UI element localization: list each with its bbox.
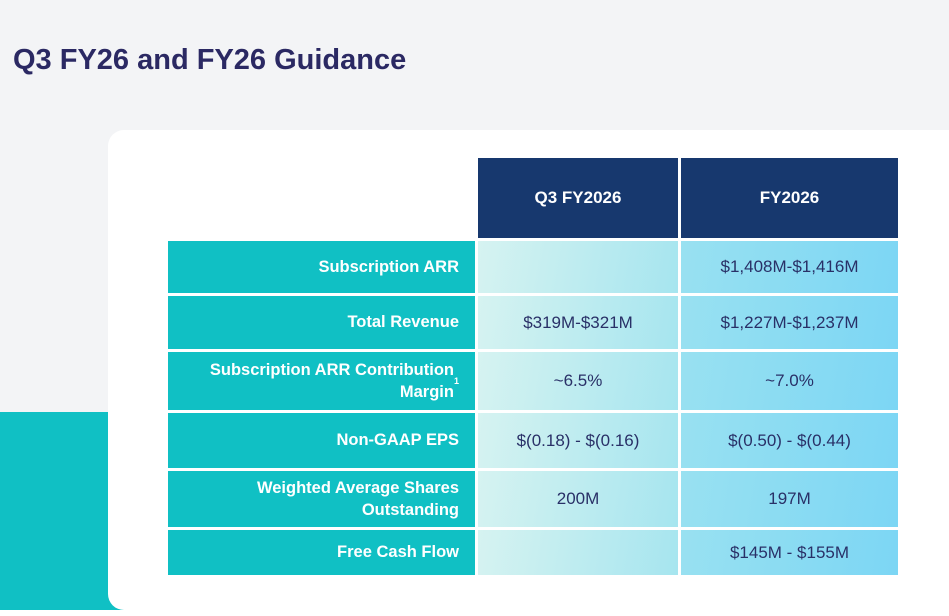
cell-total-revenue-fy: $1,227M-$1,237M [681,296,898,349]
cell-non-gaap-eps-q3: $(0.18) - $(0.16) [478,413,678,468]
table-corner-blank [168,158,475,238]
row-label-text: Weighted Average Shares Outstanding [256,478,459,519]
page-title: Q3 FY26 and FY26 Guidance [13,44,407,76]
cell-weighted-shares-fy: 197M [681,471,898,527]
row-label-total-revenue: Total Revenue [168,296,475,349]
row-label-subscription-arr-contribution-margin: Subscription ARR Contribution Margin 1 [168,352,475,410]
cell-total-revenue-q3: $319M-$321M [478,296,678,349]
column-header-q3-fy2026: Q3 FY2026 [478,158,678,238]
row-label-text: Total Revenue [347,313,459,332]
column-header-fy2026: FY2026 [681,158,898,238]
row-label-text: Non-GAAP EPS [336,431,459,450]
cell-free-cash-flow-q3 [478,530,678,575]
row-label-free-cash-flow: Free Cash Flow [168,530,475,575]
cell-non-gaap-eps-fy: $(0.50) - $(0.44) [681,413,898,468]
cell-contribution-margin-fy: ~7.0% [681,352,898,410]
teal-accent-shape [0,412,124,610]
row-label-non-gaap-eps: Non-GAAP EPS [168,413,475,468]
row-label-subscription-arr: Subscription ARR [168,241,475,293]
row-label-text: Subscription ARR Contribution Margin [209,360,454,401]
cell-weighted-shares-q3: 200M [478,471,678,527]
row-label-text: Subscription ARR [318,257,459,276]
cell-contribution-margin-q3: ~6.5% [478,352,678,410]
cell-subscription-arr-fy: $1,408M-$1,416M [681,241,898,293]
row-label-text: Free Cash Flow [337,543,459,562]
row-label-weighted-average-shares: Weighted Average Shares Outstanding [168,471,475,527]
cell-free-cash-flow-fy: $145M - $155M [681,530,898,575]
cell-subscription-arr-q3 [478,241,678,293]
guidance-table: Q3 FY2026 FY2026 Subscription ARR $1,408… [168,158,898,575]
